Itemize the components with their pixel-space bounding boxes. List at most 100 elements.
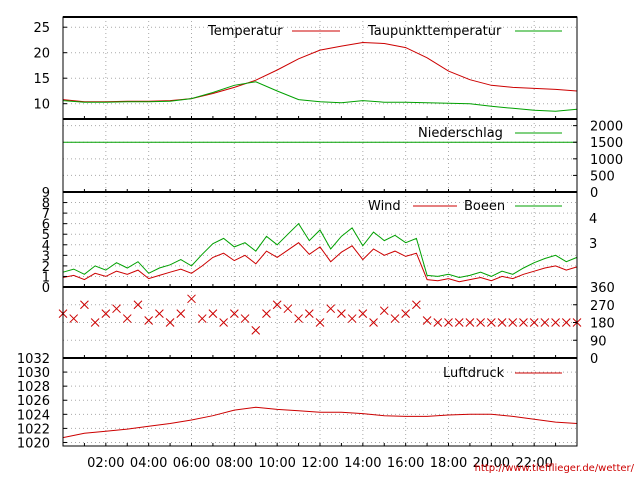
y-tick-label: 1 (42, 270, 50, 285)
marker-stroke (326, 304, 336, 314)
scatter-marker (401, 309, 411, 318)
marker-stroke (476, 318, 485, 327)
legend-label: Luftdruck (443, 366, 505, 381)
marker-stroke (358, 309, 368, 318)
marker-stroke (529, 318, 539, 327)
x-tick-label: 12:00 (301, 456, 338, 471)
marker-stroke (497, 318, 507, 327)
scatter-marker (101, 309, 111, 318)
scatter-marker (133, 300, 143, 310)
marker-stroke (337, 309, 346, 318)
frame-layer (62, 16, 578, 447)
marker-stroke (69, 314, 79, 323)
scatter-marker (337, 309, 346, 318)
x-tick-label: 20:00 (473, 456, 510, 471)
scatter-marker (90, 318, 100, 327)
series-line (62, 222, 578, 279)
marker-stroke (272, 300, 282, 310)
scatter-marker (390, 314, 400, 323)
marker-stroke (165, 318, 175, 327)
y-tick-label: 9 (42, 186, 50, 201)
scatter-marker (444, 318, 453, 327)
marker-stroke (90, 318, 100, 327)
scatter-marker (497, 318, 507, 327)
marker-stroke (465, 318, 475, 327)
marker-stroke (304, 309, 314, 318)
y-tick-label: 1026 (17, 394, 50, 409)
x-tick-label: 14:00 (344, 456, 381, 471)
scatter-marker (454, 318, 464, 327)
marker-stroke (101, 309, 111, 318)
marker-stroke (508, 318, 518, 327)
scatter-marker (379, 306, 389, 316)
marker-stroke (444, 318, 453, 327)
marker-stroke (454, 318, 464, 327)
marker-stroke (412, 300, 421, 310)
marker-stroke (176, 309, 186, 318)
scatter-marker (155, 309, 164, 318)
y-tick-label: 0 (590, 186, 598, 201)
scatter-marker (262, 309, 271, 318)
series-line (62, 406, 578, 439)
y-tick-label: 500 (590, 169, 615, 184)
y-tick-label: 10 (33, 98, 50, 113)
y-tick-label: 3 (42, 249, 50, 264)
marker-stroke (551, 318, 560, 327)
label-layer: 02:00 04:00 06:00 08:00 10:00 12:00 14:00 16:00… (17, 21, 623, 471)
y-tick-label: 1024 (17, 408, 50, 423)
marker-stroke (294, 314, 303, 323)
scatter-marker (294, 314, 303, 323)
y-tick-label: 1000 (590, 153, 623, 168)
legend-label: Boeen (464, 199, 505, 214)
scatter-marker (187, 294, 196, 304)
series-line (62, 242, 578, 283)
x-tick-label: 18:00 (430, 456, 467, 471)
scatter-marker (358, 309, 368, 318)
x-tick-label: 10:00 (258, 456, 295, 471)
scatter-marker (540, 318, 550, 327)
scatter-marker (508, 318, 518, 327)
series-line (62, 81, 578, 112)
marker-stroke (197, 314, 207, 323)
scatter-marker (551, 318, 560, 327)
marker-stroke (283, 304, 293, 314)
marker-stroke (187, 294, 196, 304)
marker-stroke (422, 316, 432, 325)
marker-stroke (262, 309, 271, 318)
scatter-marker (251, 326, 261, 335)
scatter-marker (122, 314, 132, 323)
scatter-marker (422, 316, 432, 325)
scatter-marker (529, 318, 539, 327)
y-tick-label: 5 (42, 228, 50, 243)
marker-stroke (315, 318, 325, 327)
legend-label: Wind (368, 199, 401, 214)
marker-stroke (251, 326, 261, 335)
y-tick-label: 8 (42, 197, 50, 212)
y-tick-label: 4 (42, 239, 50, 254)
scatter-marker (229, 309, 239, 318)
marker-stroke (347, 314, 357, 323)
marker-stroke (486, 318, 496, 327)
scatter-marker (369, 318, 378, 327)
scatter-marker (412, 300, 421, 310)
marker-stroke (208, 309, 218, 318)
scatter-marker (219, 318, 228, 327)
marker-stroke (219, 318, 228, 327)
scatter-marker (240, 314, 250, 323)
marker-stroke (155, 309, 164, 318)
x-tick-label: 08:00 (216, 456, 253, 471)
marker-stroke (133, 300, 143, 310)
y-tick-label: 25 (33, 21, 50, 36)
scatter-marker (208, 309, 218, 318)
y-tick-label: 7 (42, 207, 50, 222)
y-tick-label: 1030 (17, 366, 50, 381)
credit-link-text: http://www.tiefflieger.de/wetter/ (474, 463, 634, 474)
x-tick-label: 22:00 (515, 456, 552, 471)
scatter-marker (315, 318, 325, 327)
y-tick-label-right: 4 (589, 212, 597, 227)
y-tick-label: 1022 (17, 422, 50, 437)
y-tick-label: 20 (33, 47, 50, 62)
y-tick-label: 0 (590, 352, 598, 367)
y-tick-label: 270 (590, 299, 615, 314)
